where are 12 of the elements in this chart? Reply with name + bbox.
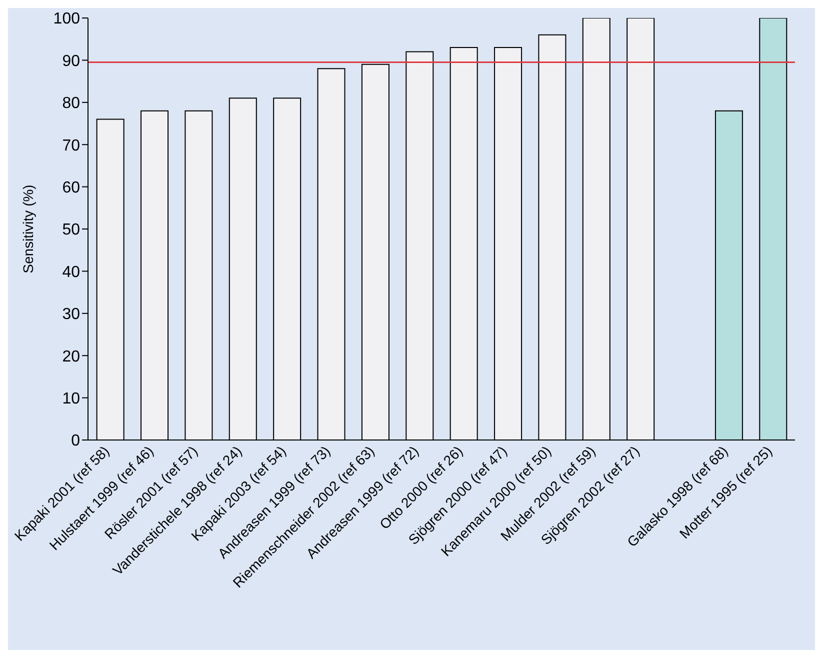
y-tick-label: 10 xyxy=(62,390,80,408)
y-tick-label: 0 xyxy=(71,432,80,450)
y-tick-label: 100 xyxy=(53,10,80,28)
y-axis-title: Sensitivity (%) xyxy=(20,184,36,274)
y-tick-label: 60 xyxy=(62,179,80,196)
y-tick-label: 50 xyxy=(62,222,80,239)
y-tick-label: 90 xyxy=(62,52,80,70)
y-tick-label: 70 xyxy=(62,137,80,154)
y-tick-label: 80 xyxy=(62,95,80,112)
y-tick-label: 20 xyxy=(62,348,80,366)
y-tick-label: 30 xyxy=(62,306,80,324)
y-tick-label: 40 xyxy=(62,264,80,281)
